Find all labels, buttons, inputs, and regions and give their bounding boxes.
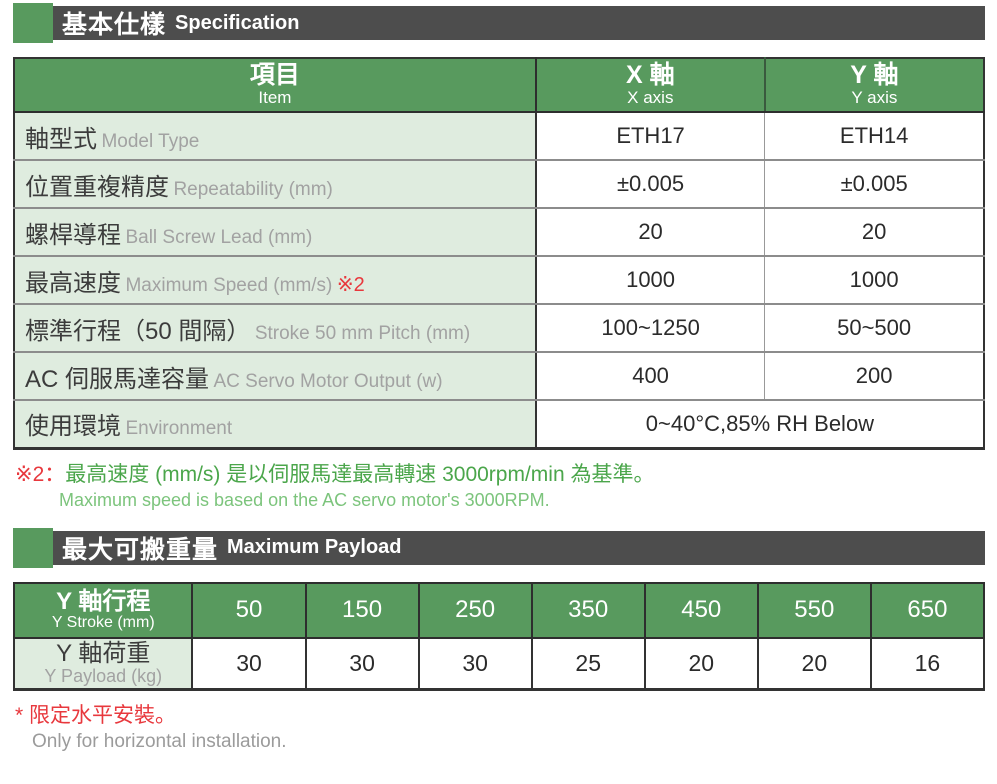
maximum-payload-table: Y 軸行程 Y Stroke (mm) 50 150 250 350 450 5…	[12, 581, 986, 692]
footnote-mark-ref: ※2	[336, 273, 365, 296]
value-y: ETH14	[764, 112, 984, 161]
item-en: Stroke 50 mm Pitch (mm)	[254, 322, 471, 344]
table-row-maximum-speed: 最高速度 Maximum Speed (mm/s) ※2 1000 1000	[14, 256, 984, 305]
item-en: Ball Screw Lead (mm)	[125, 226, 313, 248]
stroke-label-en: Y Stroke (mm)	[51, 613, 155, 631]
header-x-en: X axis	[627, 88, 674, 108]
stroke-label-zh: Y 軸行程	[56, 587, 151, 615]
value-x: ±0.005	[535, 160, 766, 209]
stroke-value: 550	[756, 581, 872, 639]
payload-title-zh: 最大可搬重量	[62, 535, 219, 564]
payload-section-title-bar: 最大可搬重量 Maximum Payload	[53, 530, 985, 565]
value-y: 50~500	[764, 304, 984, 353]
installation-footnote-zh: * 限定水平安裝。	[15, 699, 985, 729]
item-zh: AC 伺服馬達容量	[25, 365, 210, 393]
spec-header-row: 項目 Item X 軸 X axis Y 軸 Y axis	[14, 58, 984, 113]
payload-value: 30	[304, 636, 420, 691]
table-row-ball-screw-lead: 螺桿導程 Ball Screw Lead (mm) 20 20	[14, 208, 984, 257]
table-row-repeatability: 位置重複精度 Repeatability (mm) ±0.005 ±0.005	[14, 160, 984, 209]
stroke-value: 150	[304, 581, 420, 639]
value-y: ±0.005	[764, 160, 984, 209]
table-row-stroke: 標準行程（50 間隔） Stroke 50 mm Pitch (mm) 100~…	[14, 304, 984, 353]
item-label: 軸型式 Model Type	[14, 112, 537, 161]
item-en: AC Servo Motor Output (w)	[213, 370, 443, 392]
table-row-environment: 使用環境 Environment 0~40°C,85% RH Below	[14, 400, 984, 448]
installation-footnote-en: Only for horizontal installation.	[32, 731, 287, 753]
item-zh: 位置重複精度	[25, 173, 169, 201]
payload-weight-row: Y 軸荷重 Y Payload (kg) 30 30 30 25 20 20 1…	[12, 636, 986, 691]
item-zh: 軸型式	[25, 125, 97, 153]
payload-value: 25	[530, 636, 646, 691]
item-zh: 使用環境	[25, 413, 121, 441]
item-label: 螺桿導程 Ball Screw Lead (mm)	[14, 208, 537, 257]
value-y: 20	[764, 208, 984, 257]
stroke-value: 50	[191, 581, 307, 639]
header-cell-y-axis: Y 軸 Y axis	[764, 58, 984, 113]
table-row-servo-motor-output: AC 伺服馬達容量 AC Servo Motor Output (w) 400 …	[14, 352, 984, 401]
item-label: 使用環境 Environment	[14, 400, 537, 448]
table-row-model-type: 軸型式 Model Type ETH17 ETH14	[14, 112, 984, 161]
item-en: Repeatability (mm)	[173, 178, 333, 200]
stroke-label-cell: Y 軸行程 Y Stroke (mm)	[12, 581, 194, 639]
green-accent-square	[13, 3, 53, 43]
value-x: 100~1250	[535, 304, 766, 353]
spec-section-title-bar: 基本仕樣 Specification	[53, 6, 985, 40]
stroke-value: 450	[643, 581, 759, 639]
payload-label-en: Y Payload (kg)	[44, 665, 163, 686]
item-en: Environment	[125, 418, 233, 440]
datasheet-page: 基本仕樣 Specification 項目 Item X 軸 X axis Y …	[12, 3, 986, 753]
asterisk-mark: *	[15, 704, 24, 728]
payload-value: 20	[643, 636, 759, 691]
stroke-value: 650	[869, 581, 986, 639]
payload-value: 30	[417, 636, 533, 691]
value-x: 400	[535, 352, 766, 401]
specification-table: 項目 Item X 軸 X axis Y 軸 Y axis 軸型式 Model …	[13, 57, 985, 450]
header-y-zh: Y 軸	[850, 61, 899, 90]
item-en: Maximum Speed (mm/s)	[125, 274, 333, 296]
speed-footnote: ※2：最高速度 (mm/s) 是以伺服馬達最高轉速 3000rpm/min 為基…	[13, 461, 985, 511]
installation-footnote: * 限定水平安裝。 Only for horizontal installati…	[13, 699, 985, 753]
item-label: 標準行程（50 間隔） Stroke 50 mm Pitch (mm)	[14, 304, 537, 353]
spec-title-en: Specification	[175, 11, 300, 34]
item-en: Model Type	[101, 130, 200, 152]
item-label: 最高速度 Maximum Speed (mm/s) ※2	[14, 256, 537, 305]
value-x: 1000	[535, 256, 766, 305]
payload-label-cell: Y 軸荷重 Y Payload (kg)	[12, 636, 194, 691]
spec-section-header: 基本仕樣 Specification	[13, 3, 985, 43]
header-cell-item: 項目 Item	[14, 58, 537, 113]
payload-value: 30	[191, 636, 307, 691]
payload-value: 20	[756, 636, 872, 691]
payload-value: 16	[869, 636, 986, 691]
header-x-zh: X 軸	[626, 61, 675, 90]
header-item-en: Item	[258, 88, 292, 108]
payload-section-header: 最大可搬重量 Maximum Payload	[13, 527, 985, 568]
footnote-text-zh: 最高速度 (mm/s) 是以伺服馬達最高轉速 3000rpm/min 為基準。	[65, 462, 655, 486]
header-cell-x-axis: X 軸 X axis	[535, 58, 766, 113]
payload-title-en: Maximum Payload	[227, 536, 402, 559]
value-y: 1000	[764, 256, 984, 305]
payload-stroke-row: Y 軸行程 Y Stroke (mm) 50 150 250 350 450 5…	[12, 581, 986, 639]
stroke-value: 350	[530, 581, 646, 639]
item-label: AC 伺服馬達容量 AC Servo Motor Output (w)	[14, 352, 537, 401]
speed-footnote-line-zh: ※2：最高速度 (mm/s) 是以伺服馬達最高轉速 3000rpm/min 為基…	[15, 461, 985, 488]
value-y: 200	[764, 352, 984, 401]
item-zh: 標準行程（50 間隔）	[25, 317, 251, 345]
header-y-en: Y axis	[851, 88, 898, 108]
speed-footnote-line-en: Maximum speed is based on the AC servo m…	[59, 489, 550, 510]
value-environment-span: 0~40°C,85% RH Below	[535, 400, 984, 448]
footnote-mark: ※2：	[15, 462, 66, 486]
green-accent-square	[13, 527, 53, 568]
footnote-zh-text: 限定水平安裝。	[29, 704, 177, 728]
stroke-value: 250	[417, 581, 533, 639]
spec-title-zh: 基本仕樣	[62, 11, 167, 39]
item-zh: 最高速度	[25, 269, 121, 297]
item-zh: 螺桿導程	[25, 221, 121, 249]
header-item-zh: 項目	[249, 61, 300, 90]
value-x: ETH17	[535, 112, 766, 161]
item-label: 位置重複精度 Repeatability (mm)	[14, 160, 537, 209]
value-x: 20	[535, 208, 766, 257]
payload-label-zh: Y 軸荷重	[56, 639, 151, 667]
